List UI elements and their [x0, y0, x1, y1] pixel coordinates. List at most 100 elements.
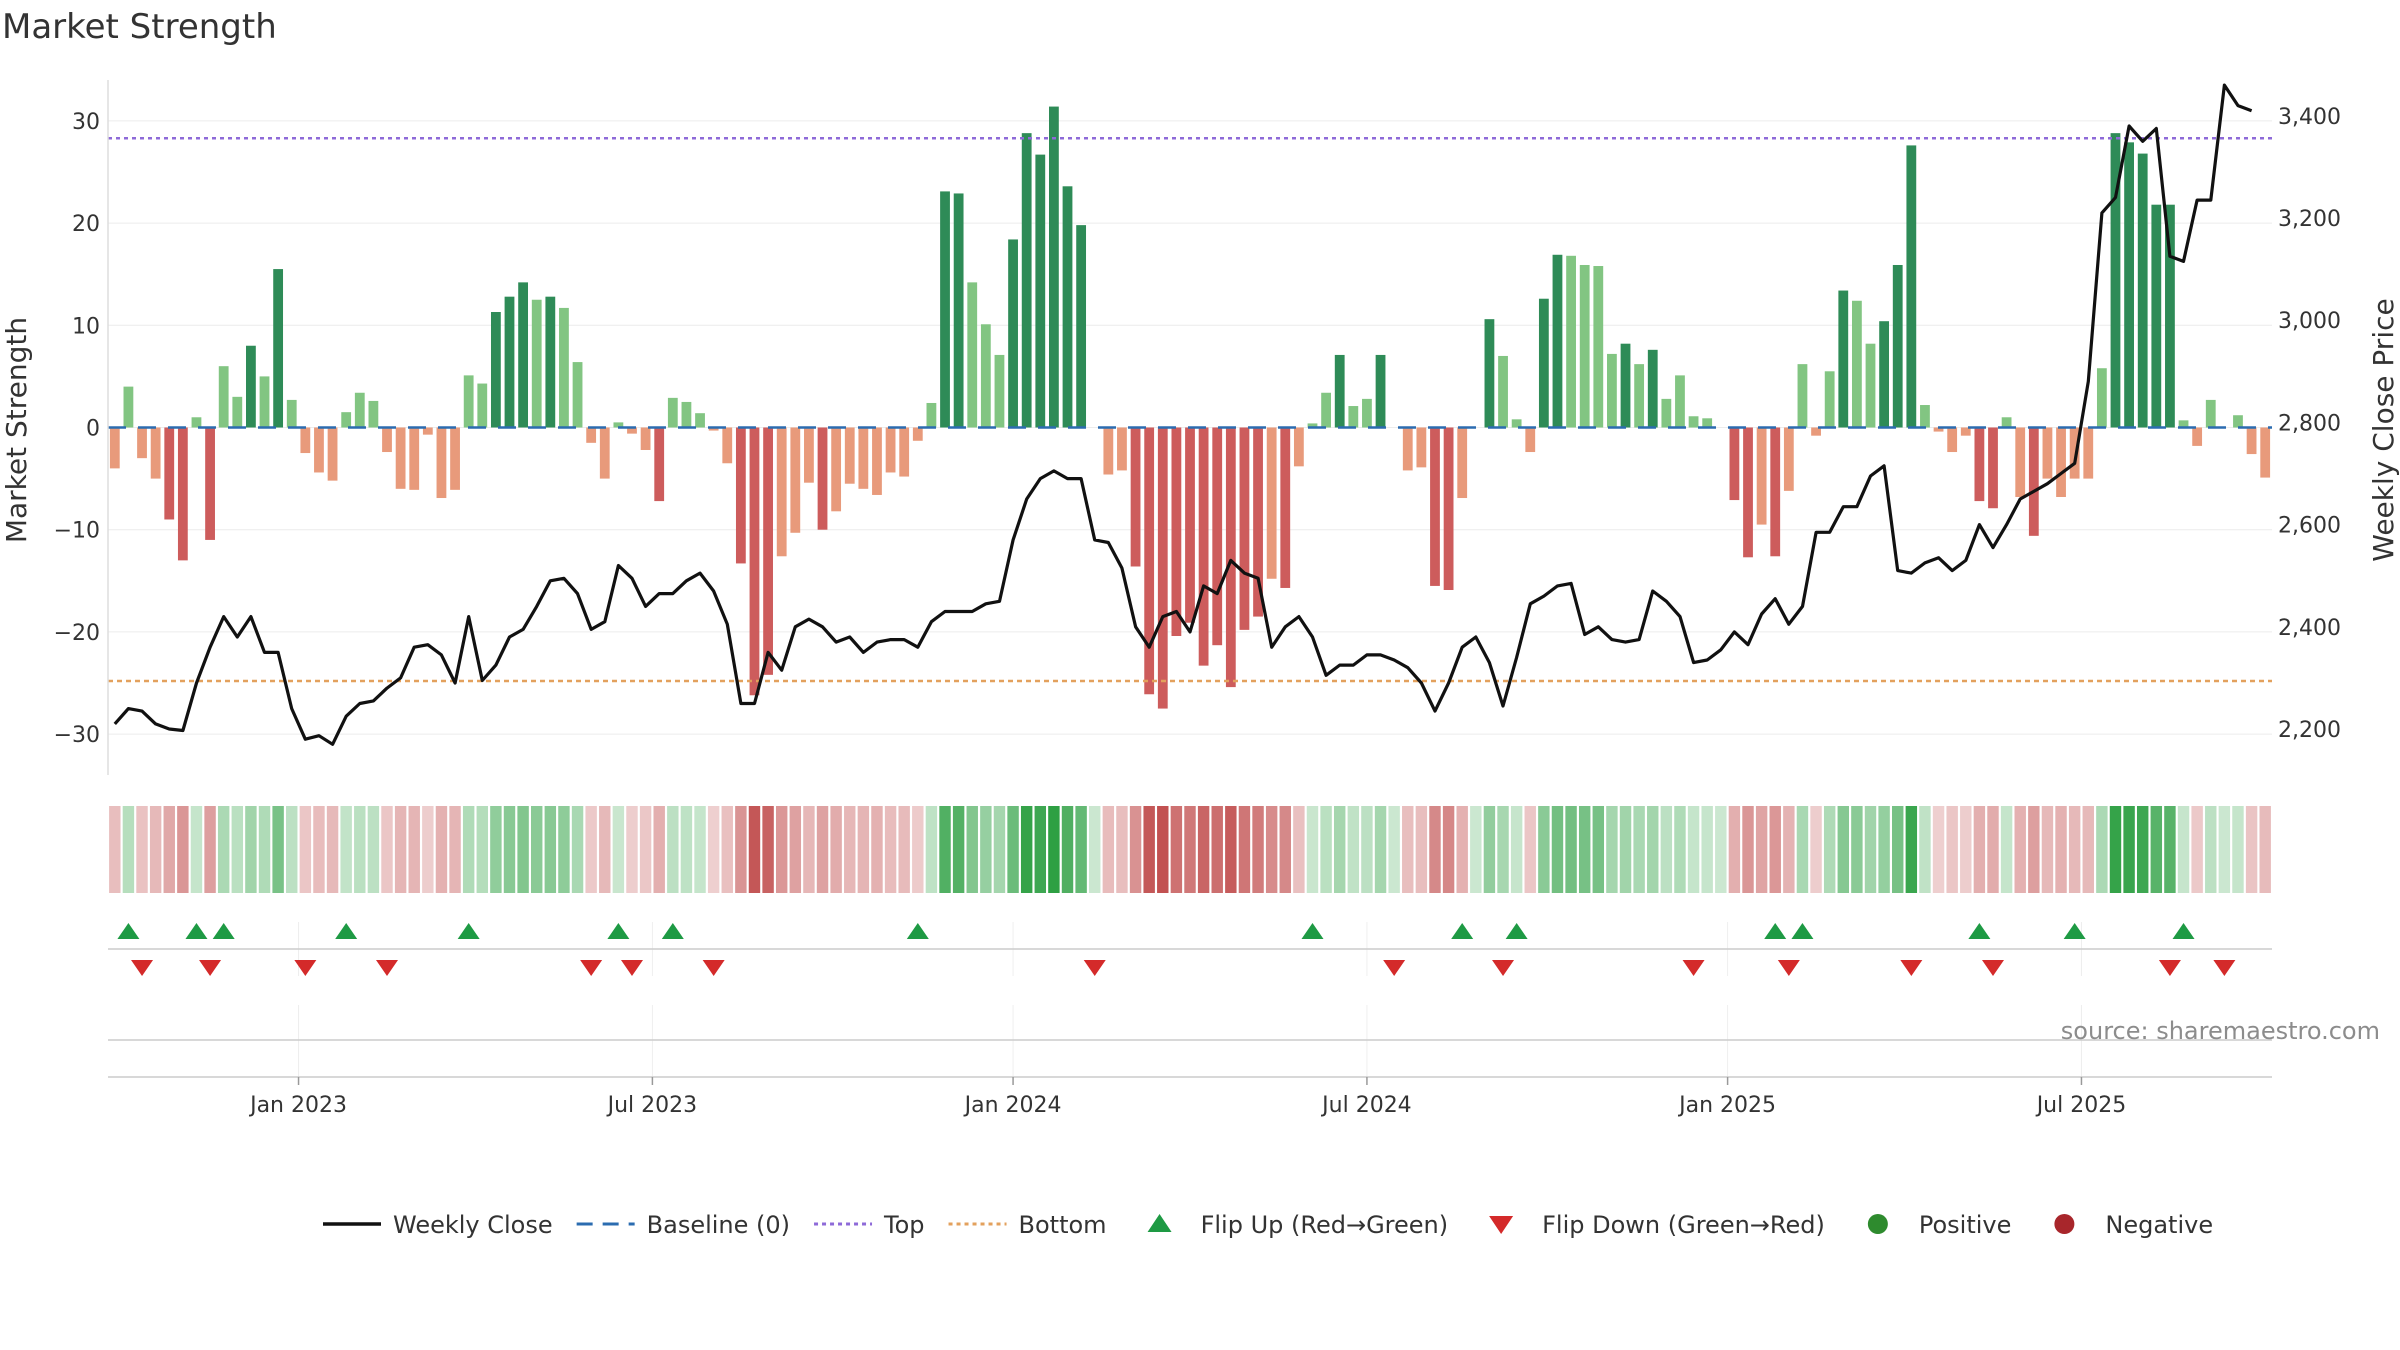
heat-cell [1837, 806, 1849, 893]
strength-bar [1103, 427, 1114, 475]
heat-cell [2164, 806, 2176, 893]
strength-bar [2137, 153, 2148, 428]
heat-cell [258, 806, 271, 893]
strength-bar [967, 282, 978, 428]
heat-cell [1347, 806, 1360, 893]
heat-cell [1510, 806, 1523, 893]
strength-bar [490, 312, 501, 428]
heat-cell [1660, 806, 1673, 893]
heat-cell [2068, 806, 2081, 893]
y2-tick-label: 3,000 [2278, 309, 2341, 334]
strength-bar [831, 427, 842, 512]
heat-cell [2028, 806, 2040, 893]
strength-bar [1756, 427, 1767, 525]
heat-cell [490, 806, 502, 893]
heat-cell [2096, 806, 2108, 893]
heat-cell [2218, 806, 2231, 893]
strength-bar [872, 427, 882, 495]
heat-cell [1905, 806, 1918, 893]
strength-bar [1498, 355, 1508, 428]
y-tick-label: −30 [54, 723, 100, 748]
strength-bar [2096, 368, 2107, 428]
strength-bar [1293, 427, 1304, 467]
heat-cell [1470, 806, 1482, 893]
x-tick-label: Jul 2023 [606, 1093, 698, 1118]
flip-down-marker [2158, 960, 2181, 976]
heat-cell [667, 806, 679, 893]
strength-bar [518, 282, 529, 428]
heat-cell [2177, 806, 2190, 893]
heat-cell [163, 806, 175, 893]
strength-bar [314, 427, 324, 473]
heat-cell [1973, 806, 1986, 893]
strength-bar [1579, 264, 1590, 428]
strength-bar [926, 402, 937, 428]
flip-up-marker [335, 923, 358, 939]
flip-down-marker [199, 960, 222, 976]
strength-bar [1783, 427, 1794, 491]
strength-bar [1988, 427, 1998, 509]
heat-cell [2232, 806, 2244, 893]
strength-bar [2015, 427, 2026, 497]
heat-cell [993, 806, 1006, 893]
legend-item-top: Top [814, 1211, 925, 1239]
heat-cell [980, 806, 992, 893]
y-tick-label: 10 [72, 314, 100, 339]
heat-cell [1225, 806, 1237, 893]
strength-bar [899, 427, 910, 477]
strength-bar [1865, 343, 1876, 428]
heat-cell [694, 806, 706, 893]
y-axis-title: Market Strength [0, 317, 33, 543]
legend: Weekly Close Baseline (0) Top Bottom Flip Up… [323, 1211, 2213, 1239]
strength-bar [1879, 321, 1890, 428]
legend-label: Top [883, 1211, 925, 1239]
strength-bar [1811, 427, 1821, 436]
heat-cell [1946, 806, 1958, 893]
strength-bar [354, 392, 365, 428]
strength-bar [599, 427, 610, 479]
strength-bar [2205, 399, 2216, 428]
strength-bar [1171, 427, 1182, 636]
heat-cell [639, 806, 652, 893]
strength-bar [2001, 417, 2012, 428]
heat-cell [1987, 806, 1999, 893]
heat-cell [1647, 806, 1659, 893]
strength-bar [2246, 427, 2257, 455]
heat-cell [1402, 806, 1414, 893]
heat-cell [1864, 806, 1877, 893]
strength-bar [1457, 427, 1468, 499]
strength-bar [109, 427, 120, 469]
y2-tick-label: 2,600 [2278, 514, 2341, 539]
heat-cell [217, 806, 230, 893]
strength-bar [2233, 415, 2243, 428]
flip-down-marker [294, 960, 317, 976]
heat-cell [517, 806, 529, 893]
heat-cell [326, 806, 339, 893]
heat-cell [1034, 806, 1047, 893]
strength-bar [232, 396, 243, 428]
strength-bar [1661, 398, 1672, 428]
weekly-close-line [113, 83, 2253, 746]
legend-label: Bottom [1019, 1211, 1107, 1239]
strength-bar [708, 427, 719, 431]
heat-cell [1116, 806, 1128, 893]
heat-cell [1306, 806, 1319, 893]
heat-cell [449, 806, 461, 893]
strength-bar [1130, 427, 1141, 567]
y-tick-label: 20 [72, 212, 100, 237]
x-tick-label: Jan 2024 [963, 1093, 1062, 1118]
strength-bar [1960, 427, 1971, 436]
strength-bar [1552, 254, 1563, 428]
y2-axis-title: Weekly Close Price [2367, 298, 2400, 561]
heat-cell [1020, 806, 1033, 893]
heat-cell [476, 806, 488, 893]
strength-bar [2260, 427, 2271, 478]
heat-cell [585, 806, 597, 893]
strength-bar [327, 427, 338, 481]
heat-cell [1619, 806, 1632, 893]
heat-cell [340, 806, 352, 893]
flip-up-marker [212, 923, 235, 939]
strength-bar [1906, 145, 1917, 428]
strength-bar [409, 427, 420, 490]
heat-cell [857, 806, 870, 893]
